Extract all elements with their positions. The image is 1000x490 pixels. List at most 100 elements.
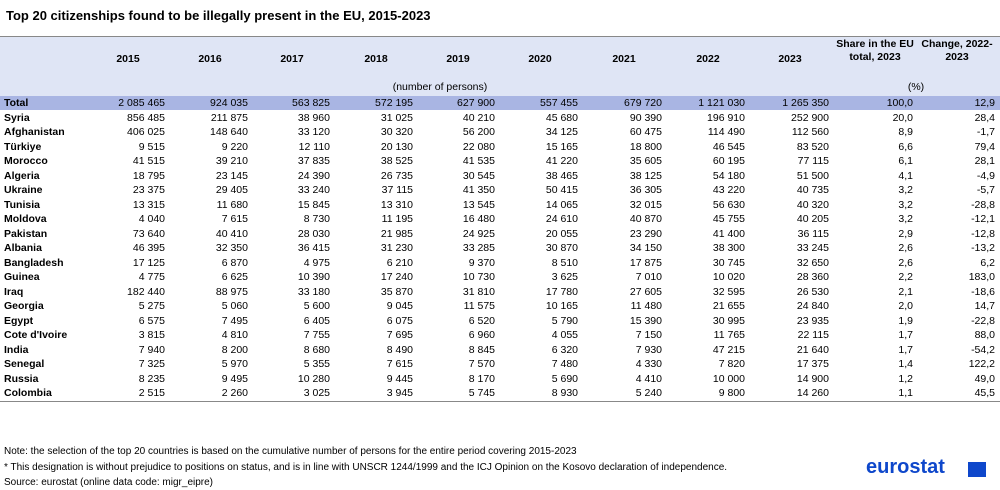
row-label: Senegal <box>4 358 45 370</box>
cell: 18 800 <box>629 140 662 153</box>
cell: 41 350 <box>462 184 495 196</box>
cell: 4 330 <box>635 358 662 370</box>
cell: 1,7 <box>898 329 913 341</box>
cell: -13,2 <box>971 242 995 254</box>
cell: 39 210 <box>215 155 248 167</box>
cell: 4 040 <box>138 213 165 225</box>
cell: 26 735 <box>380 169 413 182</box>
cell: 38 465 <box>545 169 578 182</box>
cell: 21 640 <box>796 343 829 356</box>
cell: 6,2 <box>980 256 995 269</box>
cell: 14 260 <box>796 387 829 399</box>
cell: 27 605 <box>629 285 662 298</box>
column-header: 2016 <box>198 53 222 65</box>
cell: 14 065 <box>545 198 578 211</box>
cell: 50 415 <box>545 184 578 196</box>
cell: 7 010 <box>635 271 662 283</box>
cell: 33 245 <box>796 242 829 254</box>
cell: 33 240 <box>297 184 330 196</box>
cell: 23 145 <box>215 169 248 182</box>
cell: -4,9 <box>976 169 995 182</box>
cell: 12,9 <box>974 97 995 109</box>
cell: 41 400 <box>712 227 745 240</box>
cell: 41 220 <box>545 155 578 167</box>
note: Note: the selection of the top 20 countr… <box>4 446 577 457</box>
cell: 38 125 <box>629 169 662 182</box>
cell: 114 490 <box>707 126 745 138</box>
cell: 14,7 <box>974 300 995 312</box>
cell: 6 625 <box>221 271 248 283</box>
cell: 73 640 <box>132 227 165 240</box>
cell: 30 320 <box>380 126 413 138</box>
column-header: 2021 <box>612 53 636 65</box>
cell: 1,4 <box>898 358 913 370</box>
cell: 26 530 <box>796 285 829 298</box>
cell: 28,1 <box>974 155 995 167</box>
row-label: Guinea <box>4 271 40 283</box>
cell: 88 975 <box>215 285 248 298</box>
cell: 30 870 <box>545 242 578 254</box>
cell: 3 625 <box>551 271 578 283</box>
cell: 2 515 <box>138 387 165 399</box>
cell: 5 600 <box>303 300 330 312</box>
cell: 9 220 <box>221 140 248 153</box>
cell: 5 240 <box>635 387 662 399</box>
cell: 6 320 <box>551 343 578 356</box>
cell: 23 290 <box>629 227 662 240</box>
cell: 9 515 <box>138 140 165 153</box>
cell: 6 075 <box>386 314 413 327</box>
cell: 4 810 <box>221 329 248 341</box>
cell: 49,0 <box>974 372 995 385</box>
cell: 37 115 <box>381 184 413 196</box>
cell: 122,2 <box>968 358 995 370</box>
cell: 6,1 <box>898 155 913 167</box>
cell: 77 115 <box>797 155 829 167</box>
cell: 32 350 <box>215 242 248 254</box>
cell: 100,0 <box>886 97 913 109</box>
cell: 11 765 <box>713 329 745 341</box>
cell: -1,7 <box>976 126 995 138</box>
cell: 2,6 <box>898 256 913 269</box>
cell: 15 390 <box>629 314 662 327</box>
cell: 9 445 <box>386 372 413 385</box>
column-header: 2019 <box>446 53 470 65</box>
cell: 41 535 <box>462 155 495 167</box>
cell: 8,9 <box>898 126 913 138</box>
cell: 47 215 <box>712 343 745 356</box>
cell: 31 025 <box>380 111 413 124</box>
cell: 10 165 <box>545 300 578 312</box>
cell: 13 545 <box>462 198 495 211</box>
cell: 56 630 <box>712 198 745 211</box>
cell: 40 735 <box>796 184 829 196</box>
cell: 40 410 <box>215 227 248 240</box>
logo-flag <box>968 462 986 477</box>
cell: -22,8 <box>971 314 995 327</box>
cell: 856 485 <box>127 111 165 124</box>
note: * This designation is without prejudice … <box>4 461 728 473</box>
cell: 51 500 <box>796 169 829 182</box>
cell: 45 755 <box>712 213 745 225</box>
column-header: 2018 <box>364 53 388 65</box>
cell: 7 570 <box>468 358 495 370</box>
cell: 36 115 <box>797 227 829 240</box>
cell: 5 355 <box>303 358 330 370</box>
header-bg <box>0 36 1000 97</box>
unit-label: (number of persons) <box>392 81 488 93</box>
cell: 30 745 <box>712 256 745 269</box>
cell: 252 900 <box>791 111 829 124</box>
cell: 196 910 <box>707 111 745 124</box>
cell: 15 845 <box>297 198 330 211</box>
cell: 32 015 <box>629 198 662 211</box>
cell: 3,2 <box>898 184 913 196</box>
cell: 40 210 <box>462 111 495 124</box>
cell: 14 900 <box>796 372 829 385</box>
cell: 20,0 <box>892 111 913 124</box>
cell: 8 730 <box>303 213 330 225</box>
cell: 31 810 <box>462 285 495 298</box>
cell: 38 300 <box>712 242 745 254</box>
cell: 56 200 <box>462 126 495 138</box>
cell: 627 900 <box>457 97 495 109</box>
cell: 54 180 <box>712 169 745 182</box>
cell: 32 650 <box>796 256 829 269</box>
cell: 17 240 <box>380 271 413 283</box>
